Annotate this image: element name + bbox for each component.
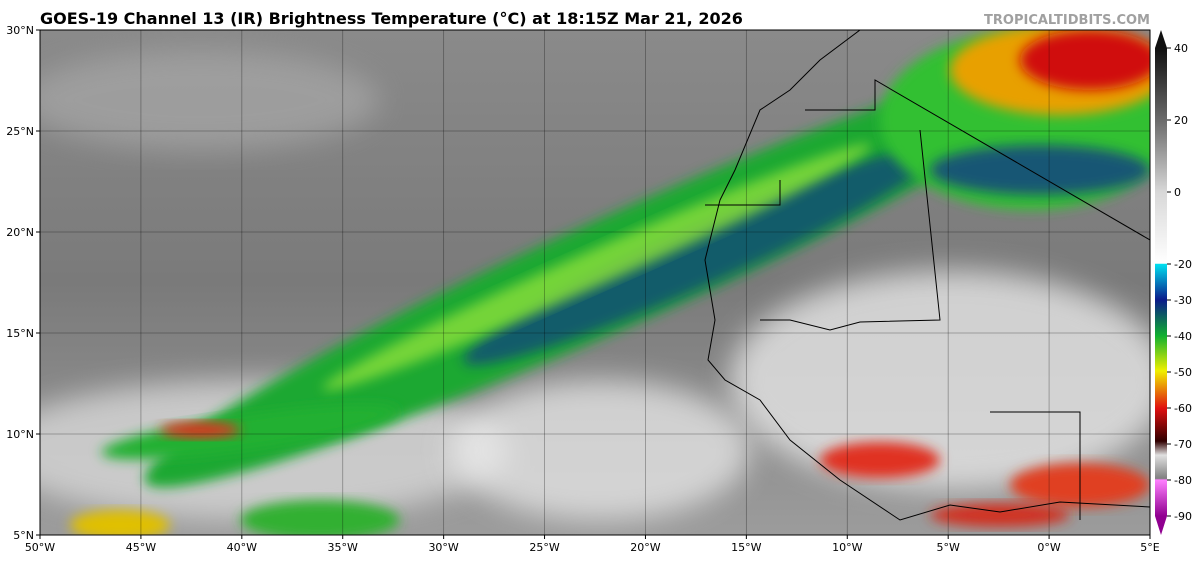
lon-tick-label: 35°W — [328, 541, 358, 554]
lon-tick-label: 25°W — [529, 541, 559, 554]
lon-tick-label: 5°W — [936, 541, 959, 554]
cloud-band-blue — [463, 146, 940, 365]
colorbar-tick-label: 0 — [1174, 186, 1181, 199]
storm — [930, 503, 1070, 527]
lat-tick-label: 25°N — [6, 125, 34, 138]
map-title: GOES-19 Channel 13 (IR) Brightness Tempe… — [40, 9, 743, 28]
colorbar-extend-bottom — [1155, 516, 1167, 535]
cloud — [40, 50, 380, 150]
colorbar-tick-label: -70 — [1174, 438, 1192, 451]
cloud — [160, 422, 240, 438]
colorbar-tick-label: 40 — [1174, 42, 1188, 55]
colorbar-extend-top — [1155, 30, 1167, 48]
lat-tick-label: 15°N — [6, 327, 34, 340]
satellite-image — [40, 30, 1150, 535]
lon-tick-label: 45°W — [126, 541, 156, 554]
credit: TROPICALTIDBITS.COM — [984, 13, 1150, 28]
storm — [70, 510, 170, 535]
lon-tick-label: 20°W — [630, 541, 660, 554]
border — [990, 411, 1081, 520]
cloud — [450, 380, 750, 520]
cloud-band — [144, 52, 1096, 488]
colorbar-tick-label: -40 — [1174, 330, 1192, 343]
storm — [820, 442, 940, 478]
border — [760, 129, 941, 331]
lon-tick-label: 5°E — [1140, 541, 1159, 554]
colorbar-tick-label: -80 — [1174, 474, 1192, 487]
lat-tick-label: 10°N — [6, 428, 34, 441]
cloud — [101, 404, 399, 460]
cloud — [730, 270, 1150, 490]
lon-tick-label: 15°W — [731, 541, 761, 554]
lon-tick-label: 40°W — [227, 541, 257, 554]
colorbar-tick-label: -50 — [1174, 366, 1192, 379]
lon-tick-label: 50°W — [25, 541, 55, 554]
colorbar-tick-label: -60 — [1174, 402, 1192, 415]
cloud-band-light — [322, 144, 872, 391]
colorbar-tick-label: 20 — [1174, 114, 1188, 127]
colorbar-tick-label: -20 — [1174, 258, 1192, 271]
lat-tick-label: 5°N — [13, 529, 34, 542]
colorbar — [1155, 48, 1167, 516]
lon-tick-label: 10°W — [832, 541, 862, 554]
border — [705, 180, 781, 206]
lon-tick-label: 0°W — [1037, 541, 1060, 554]
lat-tick-label: 20°N — [6, 226, 34, 239]
lon-tick-label: 30°W — [428, 541, 458, 554]
lat-tick-label: 30°N — [6, 24, 34, 37]
colorbar-tick-label: -30 — [1174, 294, 1192, 307]
cloud — [930, 145, 1150, 195]
storm — [240, 500, 400, 535]
cloud — [1020, 30, 1150, 90]
colorbar-tick-label: -90 — [1174, 510, 1192, 523]
map-frame — [39, 29, 1151, 536]
coastline — [704, 30, 1150, 521]
border — [805, 79, 1150, 241]
